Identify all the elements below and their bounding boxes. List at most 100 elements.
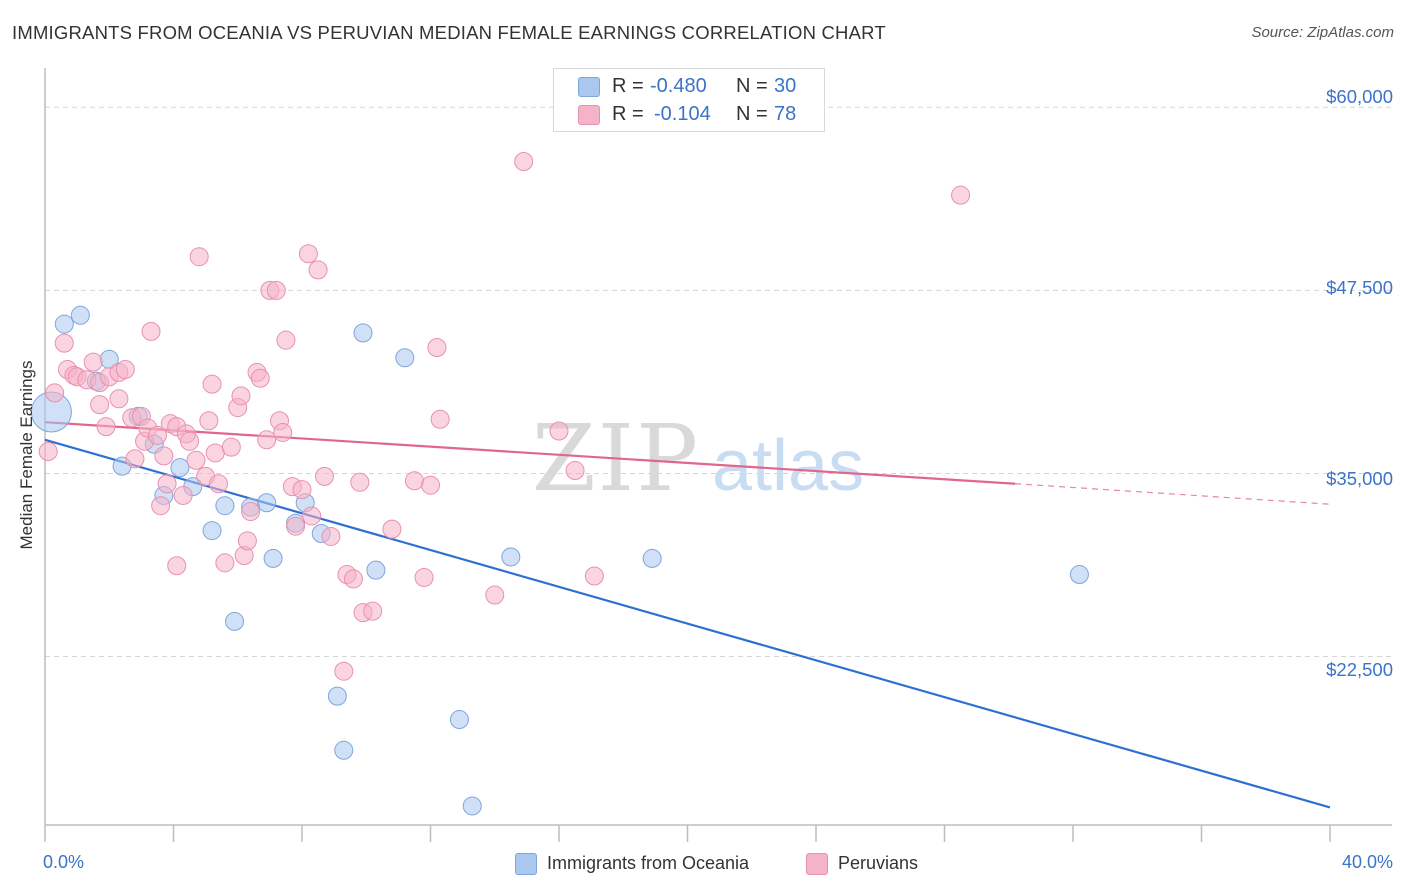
point-peruvians-67 [382, 519, 402, 539]
point-peruvians-34 [199, 411, 219, 431]
point-peruvians-47 [257, 430, 277, 450]
oceania-r-label: R = [612, 75, 650, 97]
point-peruvians-58 [308, 260, 328, 280]
peruvians-swatch [578, 105, 600, 125]
point-peruvians-59 [314, 466, 334, 486]
point-peruvians-68 [404, 471, 424, 491]
point-peruvians-31 [186, 450, 206, 470]
point-peruvians-78 [951, 185, 971, 205]
point-peruvians-72 [430, 409, 450, 429]
oceania-swatch [578, 77, 600, 97]
x-tick-label-max: 40.0% [1341, 852, 1393, 872]
point-oceania-9 [170, 458, 190, 478]
legend-oceania-swatch [515, 853, 537, 875]
point-peruvians-30 [180, 431, 200, 451]
point-peruvians-46 [250, 368, 270, 388]
point-oceania-21 [334, 740, 354, 760]
point-peruvians-35 [202, 374, 222, 394]
oceania-r-value: -0.480 [650, 75, 707, 97]
point-peruvians-2 [54, 333, 74, 353]
point-peruvians-23 [154, 446, 174, 466]
point-peruvians-27 [167, 556, 187, 576]
point-peruvians-49 [266, 280, 286, 300]
point-peruvians-41 [231, 386, 251, 406]
point-peruvians-60 [321, 526, 341, 546]
legend-peruvians-label: Peruvians [838, 853, 919, 873]
point-peruvians-9 [90, 395, 110, 415]
point-oceania-15 [257, 493, 277, 513]
data-points [30, 151, 1089, 816]
point-oceania-26 [462, 796, 482, 816]
point-peruvians-21 [147, 425, 167, 445]
point-peruvians-28 [173, 485, 193, 505]
point-peruvians-44 [241, 502, 261, 522]
y-tick-label-35000: $35,000 [1326, 468, 1393, 489]
oceania-n-value: 30 [774, 75, 797, 97]
point-peruvians-66 [363, 601, 383, 621]
point-peruvians-39 [221, 437, 241, 457]
point-peruvians-43 [237, 531, 257, 551]
point-oceania-29 [1069, 565, 1089, 585]
point-peruvians-74 [514, 151, 534, 171]
point-oceania-27 [501, 547, 521, 567]
point-peruvians-32 [189, 247, 209, 267]
gridlines [45, 106, 1392, 658]
point-peruvians-61 [334, 661, 354, 681]
point-oceania-23 [366, 560, 386, 580]
point-oceania-24 [395, 348, 415, 368]
peruvians-r-value: -0.104 [654, 103, 711, 125]
point-oceania-22 [353, 323, 373, 343]
point-peruvians-71 [427, 338, 447, 358]
point-peruvians-24 [157, 474, 177, 494]
point-peruvians-22 [151, 496, 171, 516]
trend-line-peruvians-extension [1015, 483, 1331, 505]
point-peruvians-16 [125, 449, 145, 469]
point-peruvians-54 [286, 516, 306, 536]
point-peruvians-1 [45, 383, 65, 403]
point-oceania-12 [215, 496, 235, 516]
y-tick-label-22500: $22,500 [1326, 659, 1393, 680]
point-oceania-25 [449, 710, 469, 730]
point-peruvians-13 [109, 389, 129, 409]
legend-oceania-label: Immigrants from Oceania [547, 853, 750, 873]
y-tick-label-60000: $60,000 [1326, 86, 1393, 107]
point-oceania-28 [642, 548, 662, 568]
point-oceania-1 [54, 314, 74, 334]
point-peruvians-64 [350, 472, 370, 492]
point-peruvians-14 [115, 359, 135, 379]
point-peruvians-20 [141, 321, 161, 341]
point-peruvians-57 [302, 506, 322, 526]
point-oceania-2 [70, 305, 90, 325]
point-peruvians-63 [343, 569, 363, 589]
point-peruvians-76 [565, 461, 585, 481]
point-peruvians-10 [96, 417, 116, 437]
peruvians-n-value: 78 [774, 103, 797, 125]
chart-source: Source: ZipAtlas.com [1251, 24, 1394, 41]
point-peruvians-70 [421, 475, 440, 495]
point-oceania-13 [225, 611, 245, 631]
peruvians-n-label: N = [736, 103, 774, 125]
point-oceania-16 [263, 548, 283, 568]
trend-line-peruvians [44, 421, 1016, 485]
watermark: ZIPatlas [532, 405, 864, 512]
point-peruvians-69 [414, 567, 434, 587]
peruvians-r-label: R = [612, 103, 650, 125]
point-peruvians-0 [38, 442, 58, 461]
point-peruvians-73 [485, 585, 505, 605]
point-peruvians-56 [298, 244, 318, 264]
legend-peruvians-swatch [806, 853, 828, 875]
point-peruvians-37 [208, 474, 228, 494]
point-peruvians-55 [292, 480, 312, 500]
y-tick-label-47500: $47,500 [1326, 277, 1393, 298]
point-peruvians-51 [273, 422, 293, 442]
point-oceania-11 [202, 521, 222, 541]
point-peruvians-38 [215, 553, 235, 573]
point-peruvians-52 [276, 330, 296, 350]
y-axis-label: Median Female Earnings [17, 360, 36, 550]
point-peruvians-77 [584, 566, 604, 586]
x-tick-label-min: 0.0% [43, 852, 85, 872]
point-peruvians-36 [205, 443, 225, 463]
point-peruvians-75 [549, 421, 569, 441]
chart-title: IMMIGRANTS FROM OCEANIA VS PERUVIAN MEDI… [12, 22, 886, 43]
